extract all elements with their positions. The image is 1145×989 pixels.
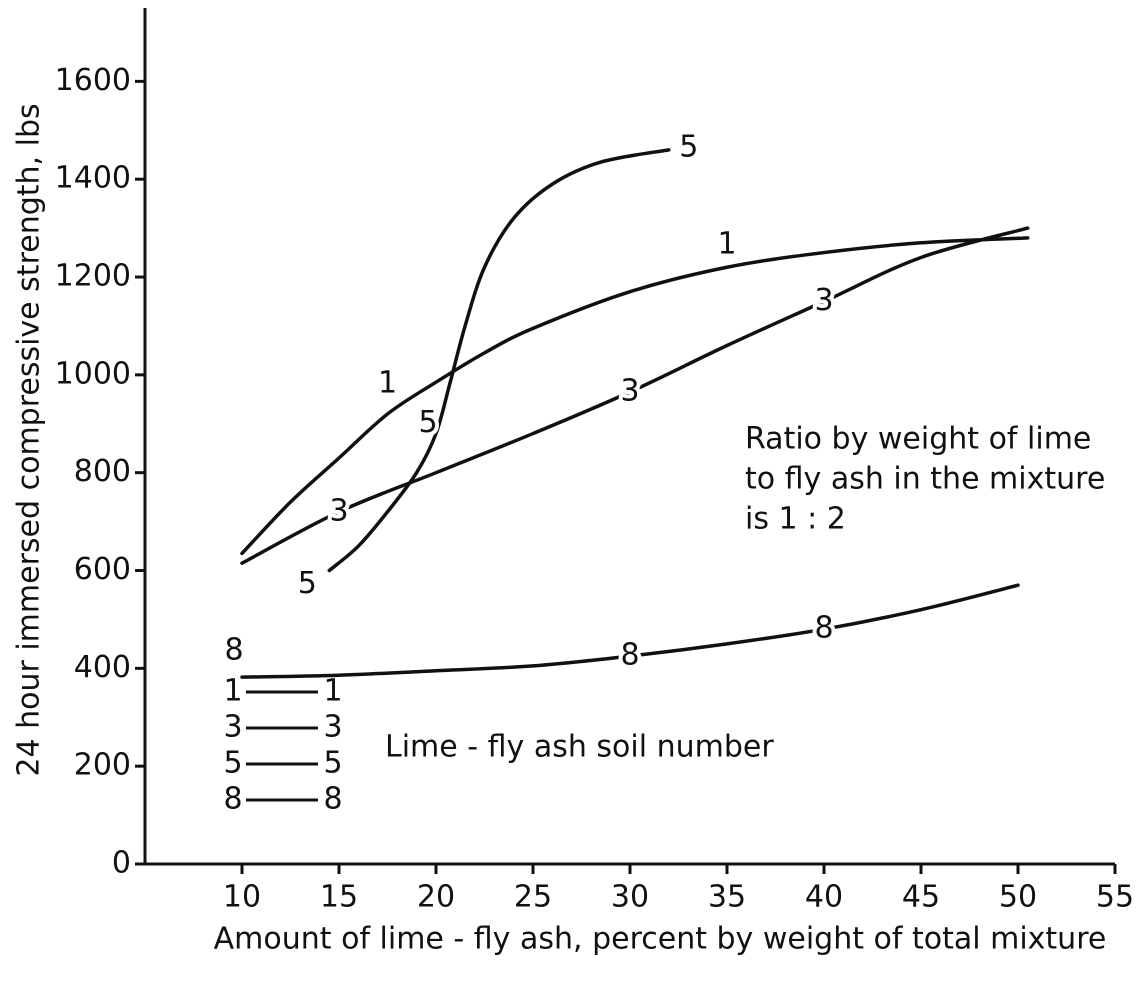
curve-label: 3 bbox=[620, 373, 639, 408]
x-axis-label: Amount of lime - fly ash, percent by wei… bbox=[214, 922, 1107, 957]
x-tick-label: 45 bbox=[902, 880, 940, 915]
curve-label: 5 bbox=[298, 566, 317, 601]
curve-label: 3 bbox=[329, 493, 348, 528]
y-tick-label: 1000 bbox=[55, 356, 131, 391]
annotation: is 1 : 2 bbox=[745, 502, 846, 537]
curve-label: 1 bbox=[717, 227, 736, 262]
curve-label: 8 bbox=[224, 633, 243, 668]
y-tick-label: 200 bbox=[74, 748, 131, 783]
x-tick-label: 15 bbox=[320, 880, 358, 915]
curve-label: 1 bbox=[378, 365, 397, 400]
line-series bbox=[240, 236, 1030, 556]
x-tick-label: 25 bbox=[514, 880, 552, 915]
curve-label: 5 bbox=[418, 405, 437, 440]
annotation: Ratio by weight of lime bbox=[745, 422, 1091, 457]
legend-label: 1 bbox=[323, 674, 342, 709]
annotation: to fly ash in the mixture bbox=[745, 462, 1105, 497]
legend-label: 1 bbox=[223, 674, 242, 709]
legend-label: 5 bbox=[223, 746, 242, 781]
legend-title: Lime - fly ash soil number bbox=[385, 730, 774, 765]
line-series bbox=[327, 148, 671, 573]
curve-label: 8 bbox=[814, 611, 833, 646]
legend-label: 8 bbox=[323, 782, 342, 817]
x-tick-label: 35 bbox=[708, 880, 746, 915]
x-tick-label: 50 bbox=[999, 880, 1037, 915]
curve-label: 3 bbox=[814, 283, 833, 318]
x-tick-label: 10 bbox=[223, 880, 261, 915]
y-tick-label: 0 bbox=[112, 846, 131, 881]
y-tick-label: 600 bbox=[74, 552, 131, 587]
x-tick-label: 40 bbox=[805, 880, 843, 915]
y-axis-label: 24 hour immersed compressive strength, l… bbox=[12, 103, 47, 776]
x-tick-label: 30 bbox=[611, 880, 649, 915]
y-tick-label: 1400 bbox=[55, 161, 131, 196]
line-series bbox=[240, 583, 1020, 679]
x-tick-label: 55 bbox=[1096, 880, 1134, 915]
line-series bbox=[240, 226, 1030, 565]
y-tick-label: 800 bbox=[74, 454, 131, 489]
y-tick-label: 1600 bbox=[55, 63, 131, 98]
curve-label: 8 bbox=[620, 638, 639, 673]
curve-label: 5 bbox=[679, 129, 698, 164]
y-tick-label: 400 bbox=[74, 650, 131, 685]
legend-label: 3 bbox=[323, 710, 342, 745]
y-tick-label: 1200 bbox=[55, 259, 131, 294]
legend-label: 5 bbox=[323, 746, 342, 781]
x-tick-label: 20 bbox=[417, 880, 455, 915]
legend-label: 8 bbox=[223, 782, 242, 817]
legend-label: 3 bbox=[223, 710, 242, 745]
